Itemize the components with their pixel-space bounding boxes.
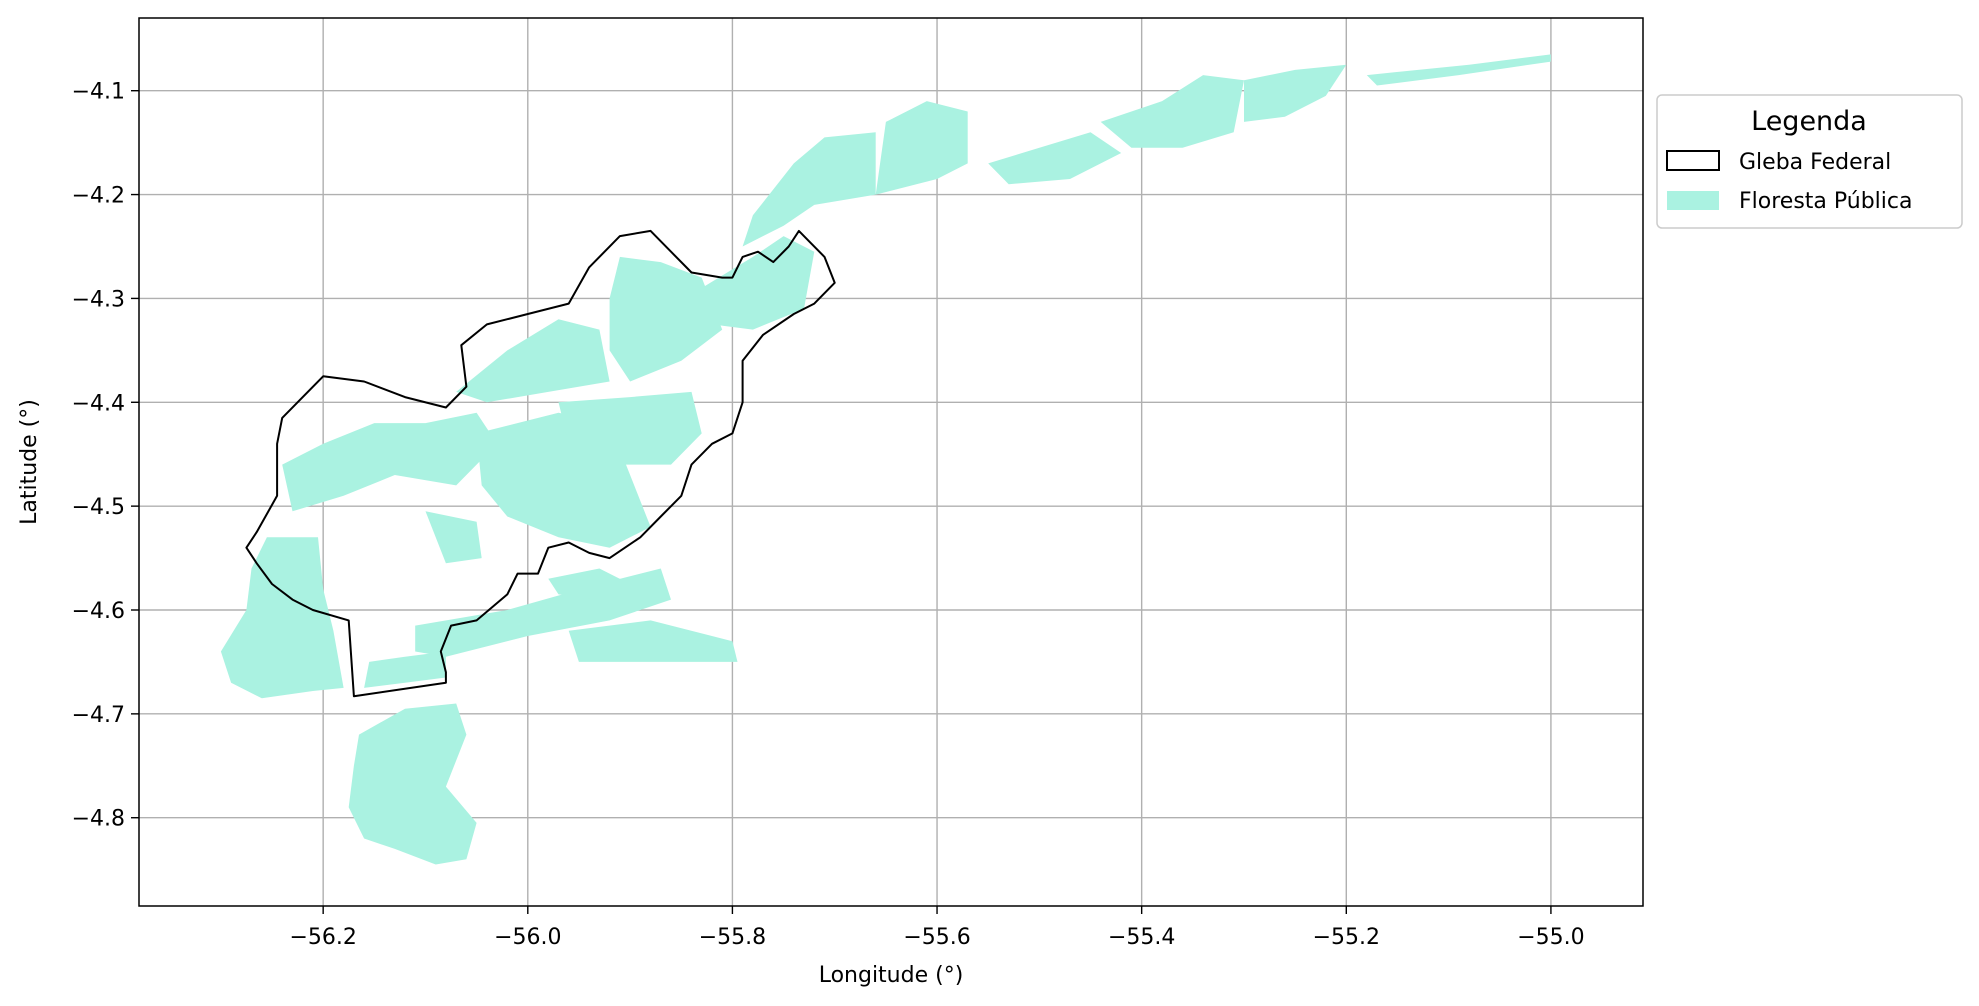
y-tick-label: −4.5 [72, 495, 125, 520]
floresta-publica-polygon [282, 412, 498, 512]
floresta-publica-polygon [1100, 75, 1244, 148]
x-tick-label: −56.0 [494, 925, 561, 950]
floresta-publica-polygon [988, 132, 1122, 185]
x-tick-label: −56.2 [289, 925, 356, 950]
y-tick-label: −4.8 [72, 807, 125, 832]
floresta-publica-polygon [348, 703, 477, 865]
legend-frame [1656, 94, 1963, 229]
floresta-publica-polygon [609, 256, 723, 382]
legend-label-gleba-federal: Gleba Federal [1739, 150, 1891, 175]
x-tick-label: −55.4 [1108, 925, 1175, 950]
x-axis-label: Longitude (°) [819, 963, 964, 988]
x-tick-label: −55.8 [699, 925, 766, 950]
floresta-publica-polygon [1366, 54, 1551, 86]
floresta-publica-polygon [701, 236, 815, 330]
y-tick-label: −4.4 [72, 391, 125, 416]
legend-title: Legenda [1751, 106, 1867, 137]
floresta-publica-polygon [456, 319, 610, 403]
floresta-publica-polygon [568, 620, 738, 662]
y-tick-label: −4.2 [72, 184, 125, 209]
floresta-publica-polygon [558, 391, 702, 465]
y-tick-label: −4.3 [72, 287, 125, 312]
floresta-publica-polygon [364, 651, 446, 688]
x-axis-ticks: −56.2 −56.0 −55.8 −55.6 −55.4 −55.2 −55.0 [289, 906, 1585, 950]
axes-frame [138, 17, 1644, 907]
y-tick-label: −4.6 [72, 599, 125, 624]
y-axis-label: Latitude (°) [17, 399, 42, 525]
floresta-publica-polygon [220, 537, 344, 699]
floresta-publica-polygon [425, 511, 482, 564]
gleba-federal-polygon [245, 229, 836, 698]
gleba-federal-layer [245, 229, 836, 698]
floresta-publica-polygon [548, 568, 631, 600]
x-tick-label: −55.2 [1313, 925, 1380, 950]
x-tick-label: −55.6 [903, 925, 970, 950]
y-tick-label: −4.1 [72, 80, 125, 105]
floresta-publica-polygon [1244, 64, 1347, 122]
legend-label-floresta-publica: Floresta Pública [1739, 189, 1912, 214]
floresta-publica-layer [220, 54, 1551, 865]
legend-swatch-gleba-federal [1666, 150, 1720, 171]
floresta-publica-polygon [742, 132, 876, 247]
x-tick-label: −55.0 [1517, 925, 1584, 950]
y-axis-ticks: −4.1 −4.2 −4.3 −4.4 −4.5 −4.6 −4.7 −4.8 [72, 80, 139, 832]
legend: Legenda Gleba Federal Floresta Pública [1656, 94, 1963, 229]
legend-swatch-floresta-publica [1667, 191, 1719, 210]
y-tick-label: −4.7 [72, 703, 125, 728]
floresta-publica-polygon [875, 101, 968, 195]
